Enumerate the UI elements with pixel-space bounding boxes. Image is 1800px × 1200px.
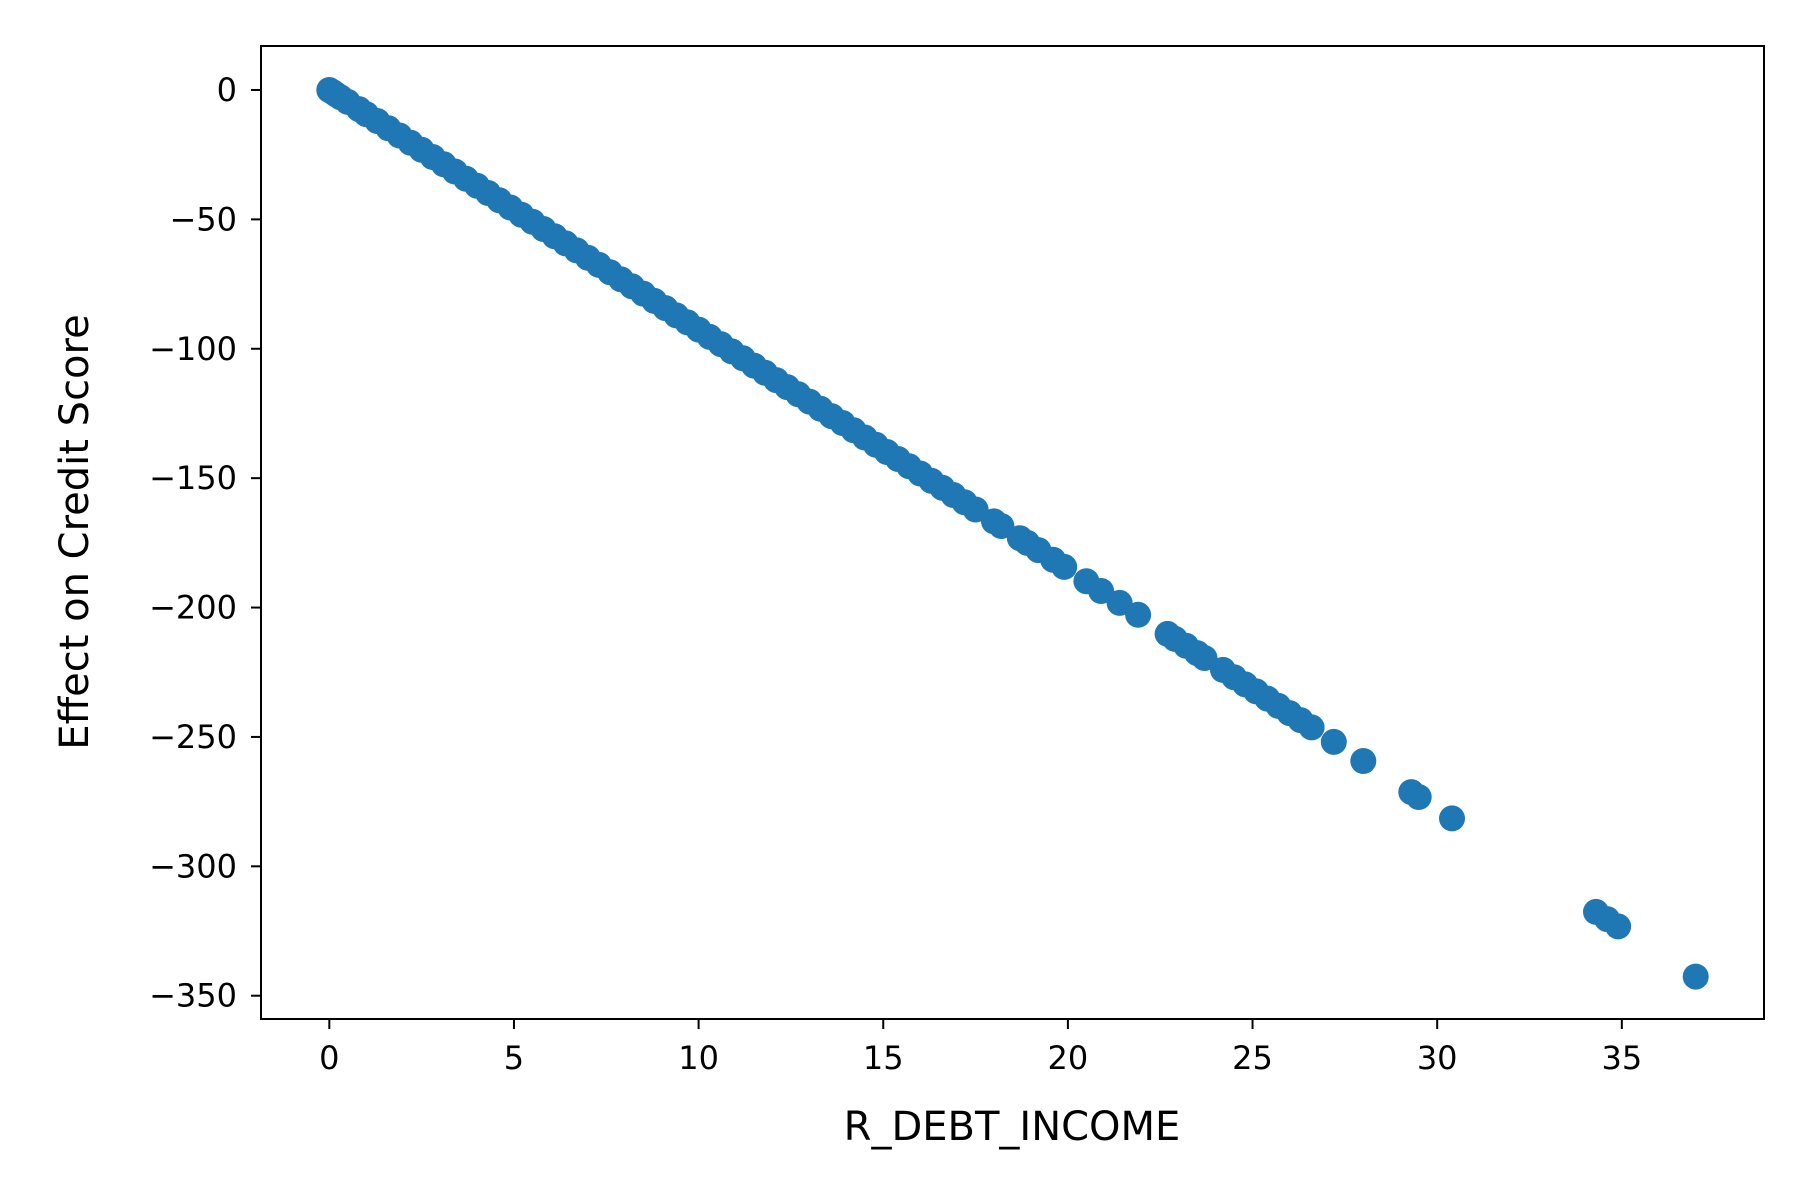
y-axis-title: Effect on Credit Score (52, 314, 98, 749)
data-point (1051, 553, 1078, 580)
x-tick-label: 25 (1232, 1039, 1273, 1077)
x-tick-label: 15 (863, 1039, 904, 1077)
y-tick-label: −100 (149, 330, 237, 368)
y-tick-label: 0 (217, 71, 237, 109)
y-axis-ticks: 0 −50 −100 −150 −200 −250 −300 −350 (149, 71, 261, 1015)
data-point (1125, 601, 1152, 628)
data-point (1320, 728, 1347, 755)
y-tick-label: −50 (169, 200, 237, 238)
data-point (962, 496, 989, 523)
data-point (1439, 805, 1465, 832)
data-point (988, 513, 1015, 539)
x-tick-label: 10 (678, 1039, 719, 1077)
data-point (1106, 589, 1133, 616)
x-axis-ticks: 0 5 10 15 20 25 30 35 (319, 1019, 1642, 1077)
data-point (1682, 963, 1709, 990)
data-point (1350, 748, 1377, 774)
y-tick-label: −350 (149, 977, 237, 1015)
y-tick-label: −300 (149, 847, 237, 885)
x-tick-label: 20 (1048, 1039, 1089, 1077)
data-points (316, 77, 1709, 990)
x-tick-label: 35 (1601, 1039, 1642, 1077)
y-tick-label: −250 (149, 718, 237, 756)
y-tick-label: −200 (149, 589, 237, 627)
x-tick-label: 5 (504, 1039, 524, 1077)
plot-area-frame (260, 45, 1765, 1020)
data-point (1191, 645, 1218, 671)
x-tick-label: 0 (319, 1039, 339, 1077)
data-point (1298, 714, 1325, 741)
data-point (1088, 578, 1115, 604)
x-tick-label: 30 (1417, 1039, 1458, 1077)
y-tick-label: −150 (149, 459, 237, 497)
data-point (1405, 784, 1432, 810)
x-axis-title: R_DEBT_INCOME (844, 1104, 1181, 1150)
data-point (1605, 913, 1632, 940)
